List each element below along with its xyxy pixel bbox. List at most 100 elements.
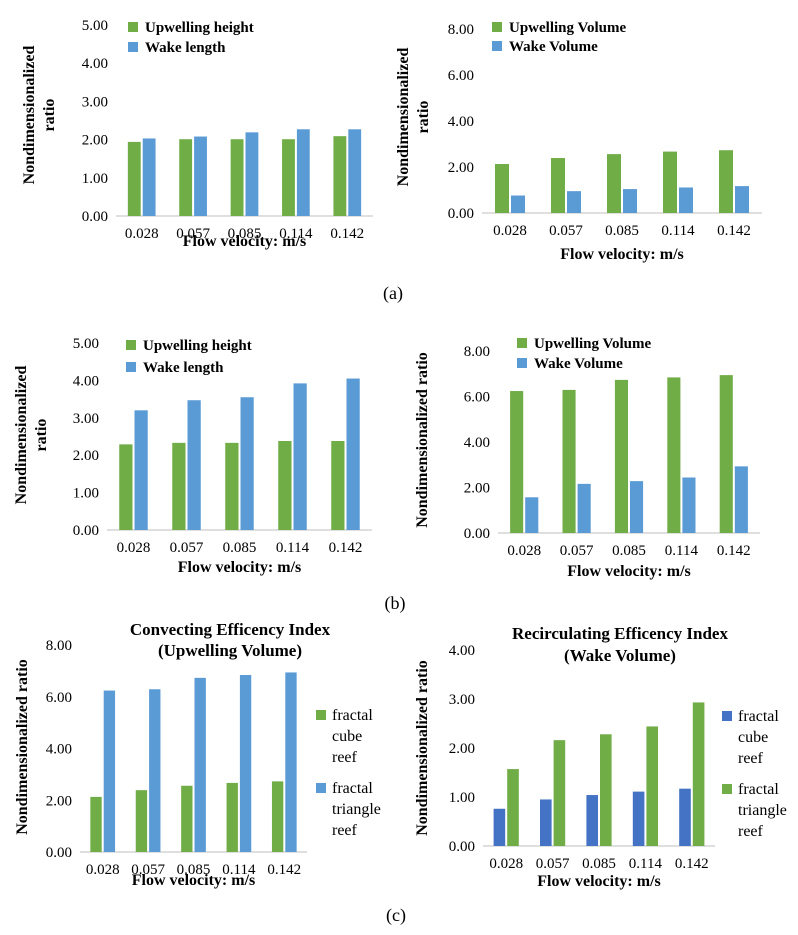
bar-fractal-cube-reef-0.114: [632, 791, 645, 846]
x-tick-label: 0.028: [489, 856, 523, 872]
legend-label: Wake Volume: [509, 39, 598, 55]
bar-upwelling-height-0.114: [282, 139, 295, 216]
x-tick-label: 0.028: [507, 543, 541, 559]
bar-wake-volume-0.028: [511, 195, 525, 213]
bar-fractal-triangle-reef-0.057: [149, 689, 161, 852]
x-tick-label: 0.085: [223, 540, 257, 556]
y-axis-title: Nondimensionalized ratio: [395, 48, 432, 187]
legend-label-line: fractal: [738, 708, 779, 725]
legend-swatch: [316, 783, 326, 793]
x-tick-label: 0.028: [493, 223, 527, 239]
legend-swatch: [517, 338, 527, 348]
y-tick-label: 1.00: [82, 171, 108, 187]
y-axis-title-line: Nondimensionalized ratio: [14, 659, 31, 835]
chart-c-left: 0.00 2.00 4.00 6.00 8.00 0.028 0.057 0.085 0.114…: [14, 620, 381, 889]
bar-fractal-cube-reef-0.057: [540, 799, 552, 846]
y-axis-title-line: Nondimensionalized: [13, 366, 30, 505]
legend-label-line: cube: [332, 728, 362, 745]
y-axis-title: Nondimensionalized ratio: [21, 46, 58, 185]
bar-wake-length-0.085: [240, 397, 254, 530]
y-tick-label: 8.00: [46, 638, 72, 654]
bar-upwelling-height-0.085: [225, 442, 239, 530]
x-tick-label: 0.142: [675, 856, 709, 872]
x-tick-label: 0.028: [117, 540, 151, 556]
legend-label: Wake length: [145, 40, 226, 56]
x-axis-title: Flow velocity: m/s: [178, 559, 302, 576]
bar-fractal-cube-reef-0.085: [181, 785, 193, 852]
y-tick-label: 0.00: [449, 839, 475, 855]
y-tick-label: 3.00: [73, 411, 99, 427]
legend-label: Upwelling Volume: [534, 336, 651, 352]
bar-wake-volume-0.114: [682, 477, 696, 533]
y-tick-label: 8.00: [464, 344, 490, 360]
legend-label: Wake Volume: [534, 356, 623, 372]
bar-upwelling-volume-0.114: [667, 377, 681, 533]
chart-title: Convecting Efficency Index: [130, 620, 331, 639]
bar-fractal-triangle-reef-0.114: [239, 675, 252, 852]
x-tick-label: 0.114: [279, 226, 313, 242]
bar-fractal-triangle-reef-0.114: [646, 726, 658, 846]
legend-swatch: [126, 340, 136, 350]
bar-fractal-cube-reef-0.028: [493, 808, 506, 846]
bar-wake-length-0.085: [245, 132, 259, 216]
bar-fractal-cube-reef-0.057: [135, 790, 148, 852]
bar-fractal-triangle-reef-0.028: [507, 769, 519, 846]
x-tick-label: 0.085: [605, 223, 639, 239]
x-tick-label: 0.057: [131, 862, 165, 878]
legend-swatch: [492, 22, 502, 32]
y-tick-label: 1.00: [449, 790, 475, 806]
bar-fractal-triangle-reef-0.142: [692, 702, 705, 846]
y-axis-title: Nondimensionalized ratio: [414, 352, 431, 528]
y-tick-label: 0.00: [82, 209, 108, 225]
x-tick-label: 0.142: [329, 540, 363, 556]
y-tick-label: 3.00: [82, 94, 108, 110]
bar-wake-length-0.142: [348, 129, 362, 216]
legend-label-line: triangle: [738, 802, 787, 819]
chart-b-left: 0.00 1.00 2.00 3.00 4.00 5.00 0.028 0.057 0.085 0…: [13, 336, 372, 576]
x-tick-label: 0.142: [717, 543, 751, 559]
y-tick-label: 6.00: [448, 68, 474, 84]
x-tick-label: 0.057: [176, 226, 210, 242]
legend-swatch: [492, 41, 502, 51]
y-tick-label: 0.00: [46, 845, 72, 861]
bar-wake-volume-0.057: [567, 191, 581, 213]
legend-label-line: reef: [738, 823, 764, 840]
y-tick-label: 1.00: [73, 486, 99, 502]
y-axis-title-line: Nondimensionalized: [395, 48, 412, 187]
x-tick-label: 0.057: [170, 540, 204, 556]
bar-fractal-triangle-reef-0.057: [553, 740, 566, 846]
x-tick-label: 0.057: [560, 543, 594, 559]
legend-label-line: fractal: [332, 780, 373, 797]
subfigure-label-a: (a): [383, 283, 403, 304]
bar-wake-volume-0.028: [525, 497, 539, 533]
chart-b-right: 0.00 2.00 4.00 6.00 8.00 0.028 0.057 0.085 0.114…: [414, 336, 760, 580]
x-axis-title: Flow velocity: m/s: [560, 246, 684, 263]
legend-swatch: [722, 711, 732, 721]
bar-wake-length-0.057: [194, 136, 207, 216]
x-tick-label: 0.114: [661, 223, 695, 239]
x-tick-label: 0.028: [125, 226, 159, 242]
y-tick-label: 2.00: [464, 481, 490, 497]
bar-upwelling-height-0.114: [278, 440, 292, 530]
y-tick-label: 4.00: [73, 373, 99, 389]
bar-upwelling-volume-0.085: [607, 154, 621, 213]
bar-fractal-cube-reef-0.114: [226, 782, 238, 852]
y-axis-title-line: Nondimensionalized ratio: [414, 660, 431, 836]
legend-label: Wake length: [143, 360, 224, 376]
bar-upwelling-volume-0.114: [663, 151, 677, 213]
bar-fractal-cube-reef-0.142: [679, 788, 691, 846]
legend-swatch: [722, 784, 732, 794]
bar-wake-volume-0.085: [623, 189, 637, 213]
x-tick-label: 0.142: [717, 223, 751, 239]
bar-upwelling-volume-0.028: [510, 391, 524, 533]
bar-upwelling-height-0.142: [331, 440, 345, 530]
bar-upwelling-volume-0.057: [562, 389, 576, 533]
y-axis-title: Nondimensionalized ratio: [13, 366, 50, 505]
legend-swatch: [128, 42, 138, 52]
y-tick-label: 4.00: [46, 742, 72, 758]
y-tick-label: 0.00: [448, 206, 474, 222]
legend-label-line: reef: [332, 749, 358, 766]
bar-fractal-triangle-reef-0.028: [103, 690, 116, 852]
y-tick-label: 2.00: [46, 793, 72, 809]
